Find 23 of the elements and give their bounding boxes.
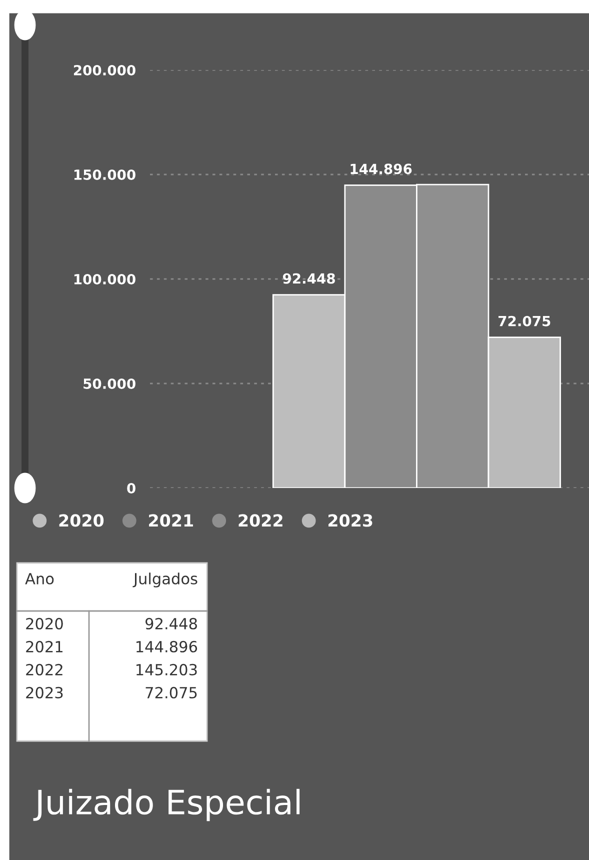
text: 92.448 bbox=[146, 618, 197, 630]
text: Juizado Especial bbox=[33, 788, 300, 822]
text: 2023 bbox=[26, 686, 63, 698]
text: 2020 bbox=[26, 618, 63, 630]
legend-label: 2021 bbox=[149, 514, 193, 527]
text: 2021 bbox=[26, 640, 62, 652]
y-tick-label: 150.000 bbox=[74, 169, 136, 180]
legend-label: 2023 bbox=[328, 514, 372, 527]
data-label: 144.896 bbox=[350, 164, 412, 174]
data-label: 92.448 bbox=[282, 273, 335, 284]
y-tick-label: 100.000 bbox=[74, 274, 136, 284]
y-tick-label: 0 bbox=[127, 482, 136, 494]
text: 145.203 bbox=[136, 664, 197, 676]
text: 2022 bbox=[26, 664, 62, 676]
data-label: 72.075 bbox=[498, 316, 550, 326]
text: 144.896 bbox=[136, 640, 198, 652]
y-tick-label: 200.000 bbox=[74, 64, 136, 76]
y-tick-label: 50.000 bbox=[84, 378, 136, 389]
legend-label: 2022 bbox=[238, 514, 282, 527]
legend-label: 2020 bbox=[59, 514, 104, 527]
text: Julgados bbox=[132, 572, 198, 588]
text: 72.075 bbox=[146, 686, 197, 698]
text: Ano bbox=[25, 573, 54, 584]
